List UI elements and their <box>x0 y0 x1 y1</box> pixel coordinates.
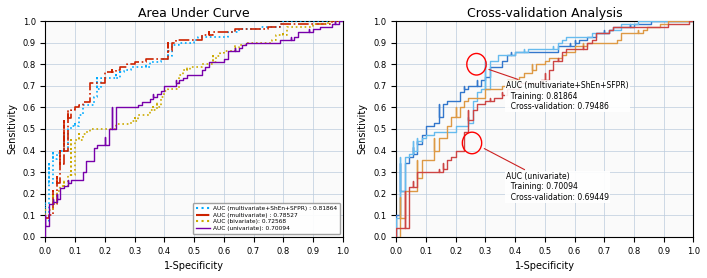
Title: Area Under Curve: Area Under Curve <box>139 7 250 20</box>
X-axis label: 1-Specificity: 1-Specificity <box>515 261 575 271</box>
Y-axis label: Sensitivity: Sensitivity <box>7 103 17 155</box>
Legend: AUC (multivariate+ShEn+SFPR) : 0.81864, AUC (multivariate) : 0.78527, AUC (bivar: AUC (multivariate+ShEn+SFPR) : 0.81864, … <box>193 203 340 234</box>
Title: Cross-validation Analysis: Cross-validation Analysis <box>467 7 623 20</box>
X-axis label: 1-Specificity: 1-Specificity <box>164 261 224 271</box>
Text: AUC (univariate)
  Training: 0.70094
  Cross-validation: 0.69449: AUC (univariate) Training: 0.70094 Cross… <box>484 148 609 202</box>
Y-axis label: Sensitivity: Sensitivity <box>358 103 368 155</box>
Text: AUC (multivariate+ShEn+SFPR)
  Training: 0.81864
  Cross-validation: 0.79486: AUC (multivariate+ShEn+SFPR) Training: 0… <box>489 70 629 111</box>
